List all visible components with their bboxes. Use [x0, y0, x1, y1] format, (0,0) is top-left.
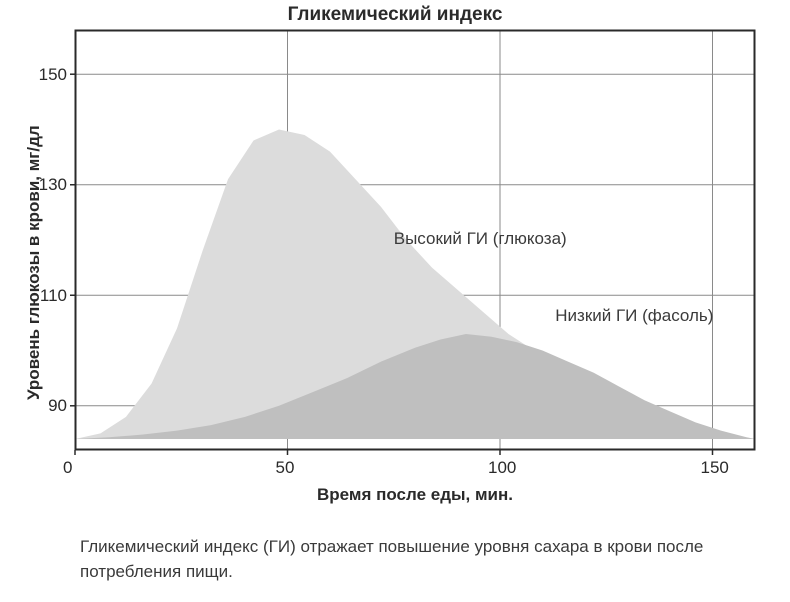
x-tick-label: 0 — [63, 458, 72, 478]
y-tick-label: 110 — [40, 286, 67, 306]
y-axis-label: Уровень глюкозы в крови, мг/дл — [24, 125, 44, 400]
y-tick-label: 150 — [39, 65, 67, 85]
chart-title: Гликемический индекс — [0, 4, 790, 26]
x-tick-label: 150 — [701, 458, 729, 478]
x-axis-label: Время после еды, мин. — [75, 485, 755, 505]
y-tick-label: 90 — [48, 396, 67, 416]
x-tick-label: 100 — [488, 458, 516, 478]
chart-caption: Гликемический индекс (ГИ) отражает повыш… — [80, 535, 740, 584]
figure: { "chart": { "type": "area", "title": "Г… — [0, 0, 790, 602]
y-tick-label: 130 — [39, 175, 67, 195]
series-label-high_gi: Высокий ГИ (глюкоза) — [394, 229, 567, 249]
x-tick-label: 50 — [276, 458, 295, 478]
series-label-low_gi: Низкий ГИ (фасоль) — [555, 306, 713, 326]
